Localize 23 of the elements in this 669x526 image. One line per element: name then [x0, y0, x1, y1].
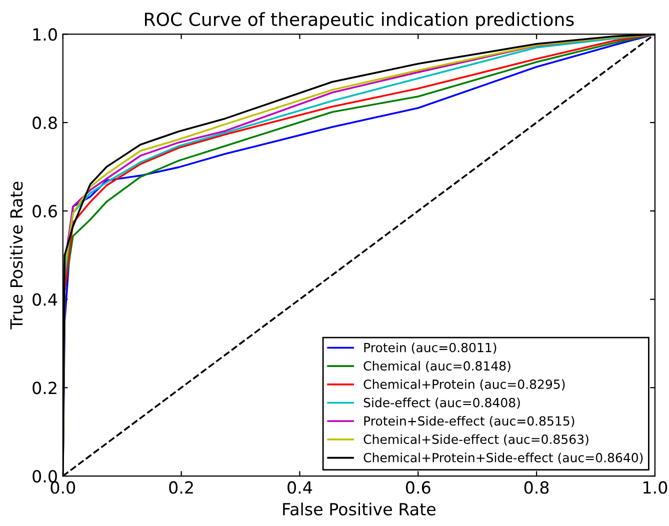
legend-label: Protein (auc=0.8011)	[364, 342, 496, 354]
y-tick-label: 0.4	[32, 293, 58, 306]
y-tick-label: 0.2	[32, 382, 56, 394]
x-tick-label: 0.0	[50, 481, 76, 494]
x-axis-title: False Positive Rate	[283, 502, 436, 516]
y-tick-label: 0.0	[32, 470, 57, 483]
legend-label: Chemical+Protein (auc=0.8295)	[364, 379, 565, 390]
x-tick-label: 0.4	[288, 481, 312, 494]
y-tick-label: 1.0	[33, 28, 57, 41]
line-series	[62, 34, 655, 476]
legend-label: Chemical+Side-effect (auc=0.8563)	[364, 434, 588, 446]
y-tick-label: 0.6	[32, 204, 57, 218]
legend-label: Protein+Side-effect (auc=0.8515)	[364, 416, 574, 428]
x-tick-label: 0.8	[524, 481, 549, 494]
x-tick-label: 0.6	[406, 481, 430, 494]
y-tick-label: 0.8	[32, 116, 57, 130]
x-tick-label: 0.2	[169, 481, 193, 494]
legend-label: Chemical+Protein+Side-effect (auc=0.8640)	[364, 452, 643, 464]
y-axis-title: True Positive Rate	[10, 182, 23, 330]
chart-title: ROC Curve of therapeutic indication predictions	[144, 12, 574, 30]
legend-label: Chemical (auc=0.8148)	[364, 360, 510, 372]
x-tick-label: 1.0	[644, 481, 668, 494]
legend-label: Side-effect (auc=0.8408)	[364, 398, 520, 409]
